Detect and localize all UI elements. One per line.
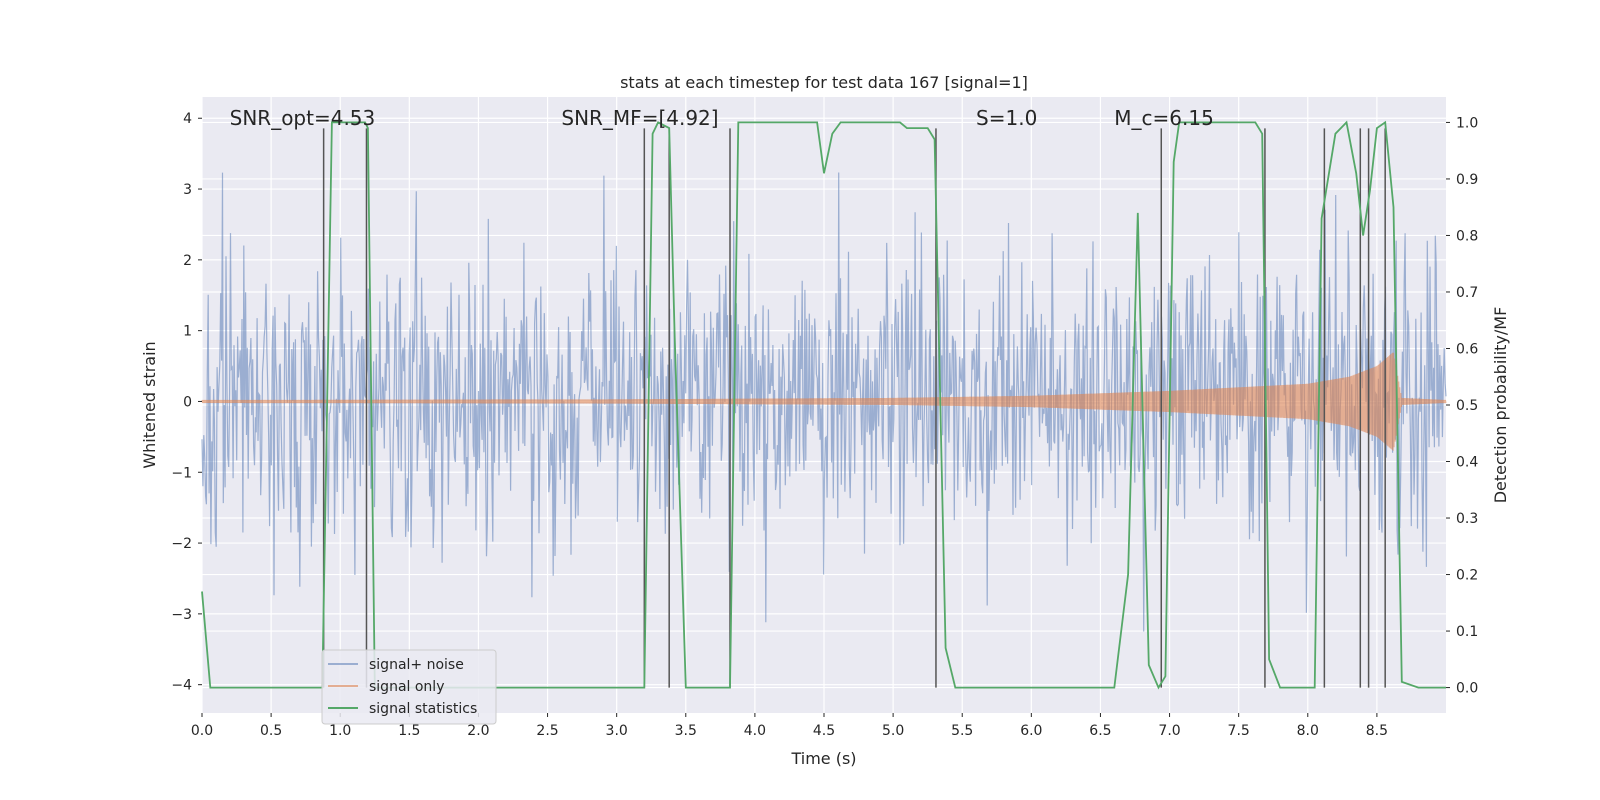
x-tick-label: 3.5 xyxy=(675,723,697,739)
y-right-tick-label: 0.9 xyxy=(1456,172,1478,188)
legend: signal+ noise signal only signal statist… xyxy=(321,649,497,725)
chirp-line xyxy=(201,352,1447,451)
chart-title: stats at each timestep for test data 167… xyxy=(620,73,1028,92)
x-tick-label: 0.0 xyxy=(191,723,213,739)
y-left-tick-label: 1 xyxy=(183,324,192,340)
y-axis-label-right: Detection probability/MF xyxy=(1491,307,1510,504)
x-tick-label: 7.0 xyxy=(1158,723,1180,739)
y-left-tick-label: 3 xyxy=(183,182,192,198)
chirp-series xyxy=(201,352,1447,451)
y-right-tick-label: 0.8 xyxy=(1456,228,1478,244)
annotation-0: SNR_opt=4.53 xyxy=(230,106,376,130)
statistics-series xyxy=(201,120,1446,690)
y-right-tick-label: 0.4 xyxy=(1456,455,1478,471)
x-tick-label: 5.5 xyxy=(951,723,973,739)
y-right-tick-label: 0.5 xyxy=(1456,398,1478,414)
x-tick-label: 6.0 xyxy=(1020,723,1042,739)
y-right-tick-label: 0.3 xyxy=(1456,511,1478,527)
annotations: SNR_opt=4.53 SNR_MF=[4.92] S=1.0 M_c=6.15 xyxy=(230,106,1214,130)
noise-series xyxy=(201,172,1447,632)
x-tick-label: 2.0 xyxy=(467,723,489,739)
annotation-3: M_c=6.15 xyxy=(1114,106,1214,130)
y-left-tick-label: −4 xyxy=(171,678,192,694)
x-tick-label: 8.0 xyxy=(1297,723,1319,739)
x-tick-label: 5.0 xyxy=(882,723,904,739)
legend-label-noise: signal+ noise xyxy=(369,657,464,673)
x-tick-label: 4.0 xyxy=(744,723,766,739)
y-right-tick-label: 0.0 xyxy=(1456,681,1478,697)
x-tick-label: 3.0 xyxy=(606,723,628,739)
annotation-1: SNR_MF=[4.92] xyxy=(561,106,718,130)
y-right-tick-label: 0.7 xyxy=(1456,285,1478,301)
y-right-tick-label: 0.6 xyxy=(1456,341,1478,357)
x-axis-label: Time (s) xyxy=(790,749,856,768)
legend-box xyxy=(321,649,497,725)
x-tick-label: 8.5 xyxy=(1366,723,1388,739)
y-right-tick-label: 0.1 xyxy=(1456,624,1478,640)
x-tick-label: 2.5 xyxy=(536,723,558,739)
y-left-tick-label: −2 xyxy=(171,536,192,552)
x-tick-label: 1.5 xyxy=(398,723,420,739)
y-left-tick-label: 4 xyxy=(183,111,192,127)
legend-label-signal: signal only xyxy=(369,679,444,695)
y-axis-label-left: Whitened strain xyxy=(140,341,159,468)
x-tick-label: 4.5 xyxy=(813,723,835,739)
x-tick-label: 7.5 xyxy=(1228,723,1250,739)
annotation-2: S=1.0 xyxy=(976,106,1037,130)
noise-line xyxy=(201,172,1447,632)
x-tick-label: 0.5 xyxy=(260,723,282,739)
y-left-tick-label: −1 xyxy=(171,465,192,481)
ticks: 0.0 0.5 1.0 1.5 2.0 2.5 3.0 3.5 4.0 4.5 5.0 5.5 6.0 6… xyxy=(171,111,1478,739)
y-left-tick-label: −3 xyxy=(171,607,192,623)
y-left-tick-label: 2 xyxy=(183,253,192,269)
legend-label-statistics: signal statistics xyxy=(369,701,477,717)
statistics-line xyxy=(201,120,1446,690)
grid xyxy=(201,97,1446,713)
x-tick-label: 1.0 xyxy=(329,723,351,739)
y-left-tick-label: 0 xyxy=(183,394,192,410)
x-tick-label: 6.5 xyxy=(1089,723,1111,739)
y-right-tick-label: 0.2 xyxy=(1456,568,1478,584)
y-right-tick-label: 1.0 xyxy=(1456,115,1478,131)
